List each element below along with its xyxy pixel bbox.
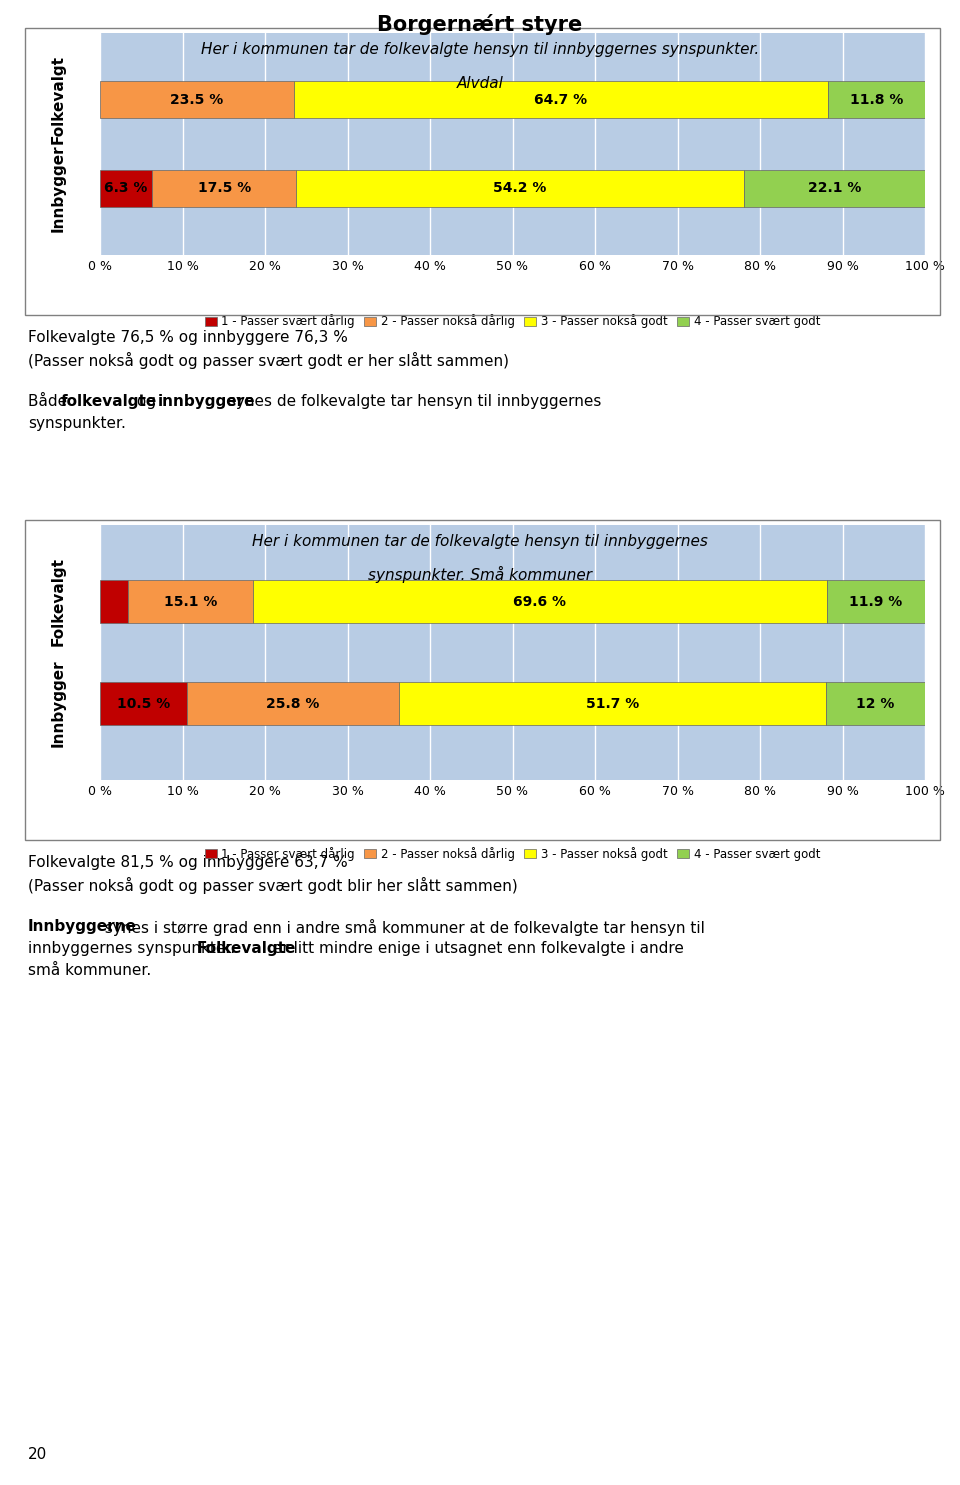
Text: synspunkter.: synspunkter. xyxy=(28,416,126,431)
Bar xyxy=(100,682,186,725)
Bar xyxy=(100,169,152,206)
Bar xyxy=(826,682,925,725)
Bar xyxy=(186,682,399,725)
Text: 12 %: 12 % xyxy=(856,696,895,710)
Text: 64.7 %: 64.7 % xyxy=(534,92,588,107)
Text: synes de folkevalgte tar hensyn til innbyggernes: synes de folkevalgte tar hensyn til innb… xyxy=(223,394,601,408)
Bar xyxy=(828,82,925,119)
Text: Innbyggerne: Innbyggerne xyxy=(28,919,137,934)
Text: (Passer nokså godt og passer svært godt blir her slått sammen): (Passer nokså godt og passer svært godt … xyxy=(28,878,517,894)
Text: Her i kommunen tar de folkevalgte hensyn til innbyggernes: Her i kommunen tar de folkevalgte hensyn… xyxy=(252,535,708,549)
Text: (Passer nokså godt og passer svært godt er her slått sammen): (Passer nokså godt og passer svært godt … xyxy=(28,352,509,368)
Bar xyxy=(294,82,828,119)
Text: 23.5 %: 23.5 % xyxy=(170,92,224,107)
Text: 51.7 %: 51.7 % xyxy=(587,696,639,710)
Text: Folkevalgte: Folkevalgte xyxy=(197,941,297,956)
Text: og: og xyxy=(132,394,161,408)
Text: innbyggere: innbyggere xyxy=(158,394,255,408)
Bar xyxy=(399,682,826,725)
Bar xyxy=(743,169,925,206)
Bar xyxy=(297,169,743,206)
Text: 6.3 %: 6.3 % xyxy=(105,181,148,196)
Bar xyxy=(152,169,297,206)
Text: Folkevalgte 81,5 % og innbyggere 63,7 %: Folkevalgte 81,5 % og innbyggere 63,7 % xyxy=(28,855,348,870)
Bar xyxy=(100,141,925,235)
Text: 25.8 %: 25.8 % xyxy=(266,696,320,710)
Text: små kommuner.: små kommuner. xyxy=(28,962,152,979)
Bar xyxy=(100,581,128,622)
Text: Både: Både xyxy=(28,394,72,408)
Text: 10.5 %: 10.5 % xyxy=(117,696,170,710)
Text: Her i kommunen tar de folkevalgte hensyn til innbyggernes synspunkter.: Her i kommunen tar de folkevalgte hensyn… xyxy=(201,42,759,56)
Text: er litt mindre enige i utsagnet enn folkevalgte i andre: er litt mindre enige i utsagnet enn folk… xyxy=(269,941,684,956)
Bar xyxy=(252,581,827,622)
Text: 17.5 %: 17.5 % xyxy=(198,181,251,196)
Text: synes i større grad enn i andre små kommuner at de folkevalgte tar hensyn til: synes i større grad enn i andre små komm… xyxy=(100,919,705,936)
Text: 22.1 %: 22.1 % xyxy=(808,181,861,196)
Bar xyxy=(128,581,252,622)
Text: innbyggernes synspunkter.: innbyggernes synspunkter. xyxy=(28,941,240,956)
Legend: 1 - Passer svært dårlig, 2 - Passer nokså dårlig, 3 - Passer nokså godt, 4 - Pas: 1 - Passer svært dårlig, 2 - Passer noks… xyxy=(200,842,825,866)
Text: 11.8 %: 11.8 % xyxy=(850,92,903,107)
Text: folkevalgte: folkevalgte xyxy=(60,394,156,408)
Bar xyxy=(100,548,925,655)
Legend: 1 - Passer svært dårlig, 2 - Passer nokså dårlig, 3 - Passer nokså godt, 4 - Pas: 1 - Passer svært dårlig, 2 - Passer noks… xyxy=(200,310,825,333)
Bar xyxy=(827,581,925,622)
Bar xyxy=(100,82,294,119)
Text: 20: 20 xyxy=(28,1446,47,1463)
Text: 69.6 %: 69.6 % xyxy=(514,594,566,609)
Bar xyxy=(100,53,925,146)
Text: Borgernǽrt styre: Borgernǽrt styre xyxy=(377,13,583,36)
Text: Folkevalgte 76,5 % og innbyggere 76,3 %: Folkevalgte 76,5 % og innbyggere 76,3 % xyxy=(28,330,348,345)
Text: 54.2 %: 54.2 % xyxy=(493,181,546,196)
Text: 11.9 %: 11.9 % xyxy=(850,594,902,609)
Text: 15.1 %: 15.1 % xyxy=(163,594,217,609)
Bar xyxy=(100,650,925,757)
Text: Alvdal: Alvdal xyxy=(457,76,503,91)
Text: synspunkter. Små kommuner: synspunkter. Små kommuner xyxy=(368,566,592,584)
